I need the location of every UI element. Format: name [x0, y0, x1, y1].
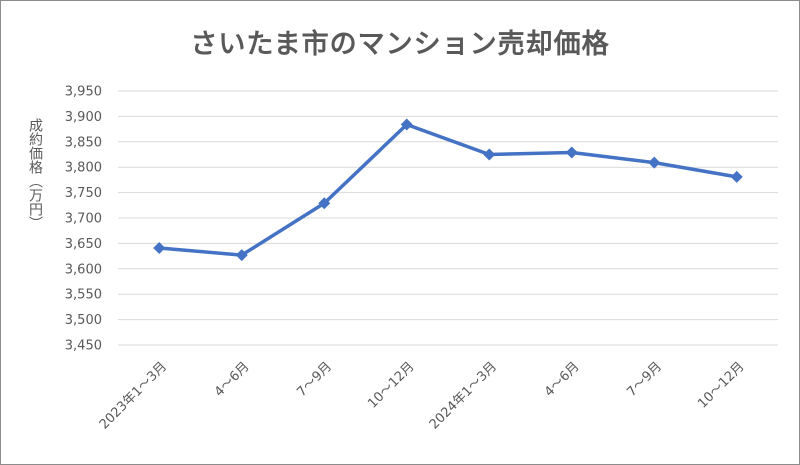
y-tick-label: 3,700	[65, 212, 102, 227]
data-point-marker	[400, 118, 413, 131]
data-point-marker	[483, 148, 496, 161]
gridlines	[118, 90, 778, 346]
y-tick-label: 3,450	[65, 339, 102, 354]
x-tick-label: 2023年1～3月	[97, 359, 170, 432]
data-point-marker	[730, 170, 743, 183]
x-tick-label: 4～6月	[212, 359, 253, 400]
y-tick-label: 3,850	[65, 135, 102, 150]
x-tick-label: 7～9月	[294, 359, 335, 400]
y-tick-label: 3,800	[65, 161, 102, 176]
series-line	[159, 122, 738, 257]
series-group	[153, 118, 743, 262]
y-tick-label: 3,500	[65, 313, 102, 328]
data-point-marker	[565, 146, 578, 159]
y-tick-label: 3,950	[65, 85, 102, 100]
data-point-marker	[318, 197, 331, 210]
y-tick-label: 3,750	[65, 186, 102, 201]
x-tick-label: 10～12月	[695, 359, 747, 411]
y-tick-label: 3,650	[65, 237, 102, 252]
y-tick-label: 3,600	[65, 262, 102, 277]
x-tick-label: 7～9月	[624, 359, 665, 400]
chart-title: さいたま市のマンション売却価格	[190, 29, 610, 60]
y-axis-ticks: 3,450 3,500 3,550 3,600 3,650 3,700 3,750 3,800…	[65, 85, 102, 354]
x-tick-label: 10～12月	[365, 359, 417, 411]
y-tick-label: 3,900	[65, 110, 102, 125]
y-axis-label: 成約価格（万円）	[27, 118, 43, 230]
y-tick-label: 3,550	[65, 288, 102, 303]
data-point-marker	[648, 156, 661, 169]
x-axis-ticks: 2023年1～3月 4～6月 7～9月 10～12月 2024年1～3月 4～6月 7～9月…	[97, 359, 748, 432]
data-point-marker	[153, 241, 166, 254]
x-tick-label: 4～6月	[542, 359, 583, 400]
data-point-marker	[235, 249, 248, 262]
x-tick-label: 2024年1～3月	[427, 359, 500, 432]
